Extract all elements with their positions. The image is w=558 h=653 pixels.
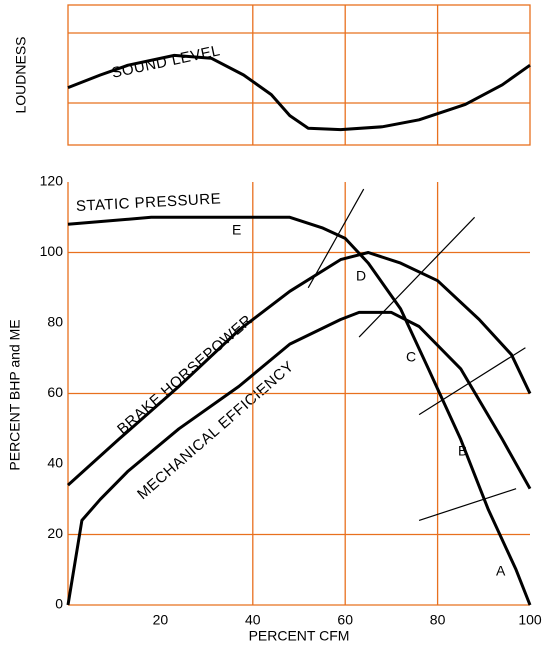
x-tick-label: 20 xyxy=(153,612,169,628)
series-line xyxy=(67,215,532,606)
reference-line xyxy=(358,216,476,338)
y-tick-label: 60 xyxy=(47,384,63,400)
y-tick-label: 120 xyxy=(40,173,64,189)
y-tick-label: 20 xyxy=(47,525,63,541)
annotation: D xyxy=(356,268,366,284)
x-tick-label: 60 xyxy=(337,612,353,628)
y-tick-label: 80 xyxy=(47,314,63,330)
x-tick-label: 100 xyxy=(518,612,542,628)
series-line xyxy=(66,310,532,606)
x-tick-label: 40 xyxy=(245,612,261,628)
y-tick-label: 100 xyxy=(40,243,64,259)
x-axis-label: PERCENT CFM xyxy=(249,628,350,644)
y-tick-label: 0 xyxy=(55,596,63,612)
series-label: MECHANICAL EFFICIENCY xyxy=(134,358,297,503)
reference-line xyxy=(418,347,526,416)
series-label: STATIC PRESSURE xyxy=(76,190,222,215)
annotation: B xyxy=(458,443,467,459)
reference-line xyxy=(418,488,517,521)
series-label: SOUND LEVEL xyxy=(110,42,222,82)
series-line xyxy=(67,53,531,132)
series-line xyxy=(66,251,532,487)
y-tick-label: 40 xyxy=(47,455,63,471)
panel-frame xyxy=(67,4,531,146)
y-axis-label: LOUDNESS xyxy=(13,36,29,113)
reference-line xyxy=(307,188,365,289)
annotation: E xyxy=(232,222,241,238)
x-tick-label: 80 xyxy=(430,612,446,628)
y-axis-label: PERCENT BHP and ME xyxy=(7,319,23,470)
annotation: A xyxy=(496,563,506,579)
annotation: C xyxy=(406,349,416,365)
